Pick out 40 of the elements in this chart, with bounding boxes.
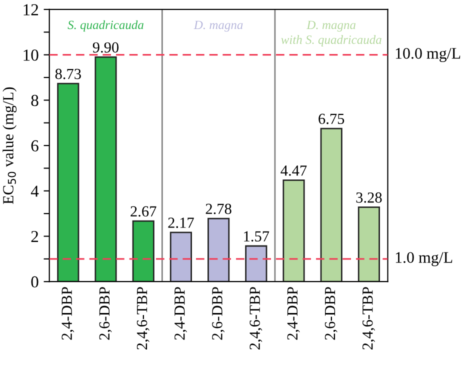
bar xyxy=(282,180,305,282)
y-axis-title: EC$_{50}$ value (mg/L) xyxy=(2,87,17,204)
y-tick-label: 4 xyxy=(30,186,39,197)
data-label: 2.67 xyxy=(130,206,156,217)
data-label: 9.90 xyxy=(92,42,119,53)
y-tick-label: 0 xyxy=(31,276,38,288)
y-tick-label: 8 xyxy=(31,94,38,106)
x-tick-label: 2,6-DBP xyxy=(99,287,112,340)
annotation: D. magna with S. quadricauda xyxy=(281,20,382,46)
x-tick-label: 2,4-DBP xyxy=(62,287,74,340)
data-label: 1.57 xyxy=(244,231,270,242)
ref-line-label: 10.0 mg/L xyxy=(396,48,460,62)
x-tick-label: 2,6-DBP xyxy=(212,287,225,340)
data-label: 2.78 xyxy=(206,204,232,214)
x-tick-label: 2,4,6-TBP xyxy=(250,287,262,350)
bar xyxy=(320,128,342,282)
y-tick-label: 12 xyxy=(24,4,38,16)
bar xyxy=(170,232,192,282)
y-tick-label: 10 xyxy=(24,50,38,61)
x-tick-label: 2,4-DBP xyxy=(287,287,300,340)
data-label: 6.75 xyxy=(318,114,344,124)
data-label: 4.47 xyxy=(280,166,307,176)
y-tick-label: 6 xyxy=(31,140,38,152)
bar xyxy=(208,218,230,282)
data-label: 2.17 xyxy=(168,218,194,228)
x-tick-label: 2,6-DBP xyxy=(324,287,338,340)
y-tick-label: 2 xyxy=(31,230,38,242)
ref-line-label: 1.0 mg/L xyxy=(396,252,452,266)
data-label: 3.28 xyxy=(356,192,382,203)
bar xyxy=(57,82,80,282)
x-tick-label: 2,4-DBP xyxy=(174,287,187,340)
annotation: D. magna xyxy=(194,20,243,32)
bar xyxy=(132,220,154,282)
bar xyxy=(358,206,380,282)
x-tick-label: 2,4,6-TBP xyxy=(136,287,150,350)
data-label: 8.73 xyxy=(55,68,81,80)
bar xyxy=(245,245,268,282)
annotation: S. quadricauda xyxy=(68,20,144,32)
bar xyxy=(94,56,117,282)
x-tick-label: 2,4,6-TBP xyxy=(362,287,375,350)
